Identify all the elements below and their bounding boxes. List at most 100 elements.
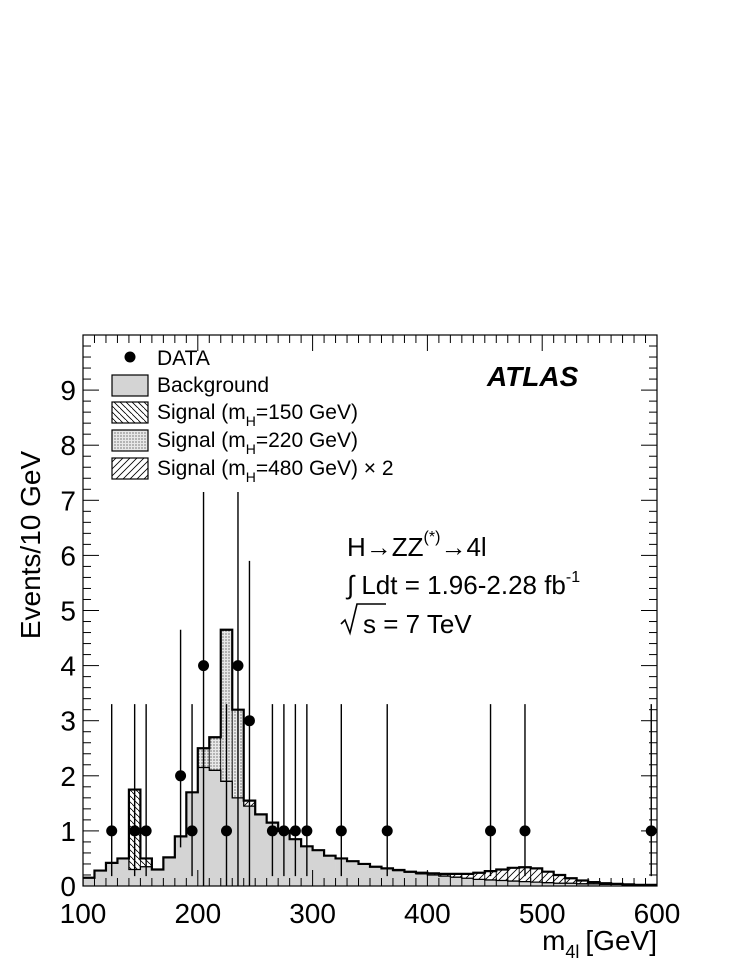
- background-bin: [404, 872, 417, 886]
- background-bin: [370, 866, 382, 886]
- data-point: [198, 492, 210, 886]
- x-tick-label: 400: [404, 898, 451, 929]
- experiment-label: ATLAS: [486, 361, 579, 392]
- y-tick-label: 3: [60, 706, 76, 737]
- x-tick-label: 500: [519, 898, 566, 929]
- background-bin: [324, 855, 336, 886]
- data-marker: [266, 825, 278, 837]
- legend-entry-signal-150: Signal (mH=150 GeV): [111, 401, 358, 429]
- legend-data-label: DATA: [157, 347, 210, 370]
- data-point: [519, 704, 531, 877]
- background-bin: [519, 881, 532, 886]
- axis-ticks: [82, 334, 658, 887]
- data-point: [335, 704, 347, 877]
- background-bin: [438, 876, 451, 886]
- legend-entry-signal-220: Signal (mH=220 GeV): [111, 429, 358, 457]
- background-bin: [381, 868, 394, 886]
- legend-background-label: Background: [157, 374, 269, 397]
- y-tick-label: 0: [60, 871, 76, 902]
- total-stack-outline: [83, 628, 657, 886]
- data-points-layer: [106, 492, 657, 886]
- background-bin: [565, 883, 577, 886]
- x-tick-label: 600: [634, 898, 681, 929]
- background-bin: [415, 873, 428, 886]
- background-layer: [83, 767, 657, 886]
- data-marker: [129, 825, 141, 837]
- data-point: [381, 704, 393, 877]
- data-marker: [243, 715, 255, 727]
- data-marker: [381, 825, 393, 837]
- data-marker: [289, 825, 301, 837]
- background-bin: [611, 884, 623, 886]
- background-bin: [450, 877, 463, 886]
- legend-entry-signal-480: Signal (mH=480 GeV) × 2: [111, 457, 394, 485]
- axis-tick-labels: 100 200 300 400 500 600 0 1 2 3 4 5 6 7 8 9: [60, 375, 681, 929]
- data-point: [106, 704, 118, 877]
- data-marker: [232, 660, 244, 672]
- data-marker: [186, 825, 198, 837]
- signal-bin: [495, 869, 509, 881]
- stack-outline-layer: [83, 628, 657, 886]
- luminosity-label: ∫ Ldt = 1.96-2.28 fb-1: [345, 569, 580, 600]
- data-marker: [140, 825, 152, 837]
- background-bin: [83, 877, 95, 886]
- sqrt-symbol: [340, 603, 386, 636]
- background-bin: [576, 883, 589, 886]
- signal-bin: [530, 867, 543, 883]
- data-point: [129, 704, 141, 877]
- legend-signal-480-label: Signal (mH=480 GeV) × 2: [157, 457, 394, 485]
- background-bin: [473, 879, 486, 886]
- background-bin: [542, 882, 554, 886]
- legend-signal-480-swatch: [111, 457, 149, 480]
- legend-background-swatch: [111, 374, 149, 397]
- data-point: [301, 704, 313, 877]
- background-bin: [427, 874, 440, 886]
- energy-text: s = 7 TeV: [363, 609, 472, 639]
- y-tick-label: 1: [60, 816, 76, 847]
- background-bin: [117, 858, 130, 886]
- signal-bin: [541, 871, 555, 884]
- background-bin: [484, 879, 497, 886]
- background-bin: [599, 884, 612, 886]
- x-tick-label: 300: [289, 898, 336, 929]
- data-point: [278, 704, 290, 877]
- background-bin: [151, 869, 164, 886]
- legend-signal-150-swatch: [111, 401, 149, 424]
- background-bin: [128, 869, 141, 886]
- y-axis-label: Events/10 GeV: [15, 451, 46, 640]
- y-tick-label: 7: [60, 485, 76, 516]
- background-bin: [530, 882, 543, 886]
- legend: DATA Background Signal (mH=150 GeV) Sign…: [111, 347, 394, 485]
- signal-bin: [553, 874, 566, 884]
- data-marker: [278, 825, 290, 837]
- data-marker: [335, 825, 347, 837]
- data-point: [266, 704, 278, 877]
- legend-data-marker: [124, 351, 136, 363]
- background-bin: [392, 870, 405, 886]
- y-tick-label: 8: [60, 430, 76, 461]
- data-point: [289, 704, 301, 877]
- y-tick-label: 5: [60, 596, 76, 627]
- data-marker: [221, 825, 232, 837]
- data-point: [175, 629, 187, 848]
- x-axis-label: m4l [GeV]: [542, 925, 657, 962]
- energy-label: s = 7 TeV: [340, 603, 472, 639]
- background-bin: [140, 866, 153, 886]
- x-tick-label: 200: [174, 898, 221, 929]
- background-bin: [358, 863, 371, 886]
- y-tick-label: 9: [60, 375, 76, 406]
- process-label: H→ZZ(*)→4l: [347, 529, 487, 562]
- data-point: [232, 492, 244, 886]
- data-point: [645, 704, 657, 877]
- legend-signal-150-label: Signal (mH=150 GeV): [157, 401, 358, 429]
- x-tick-label: 100: [60, 898, 107, 929]
- background-bin: [209, 770, 222, 886]
- background-bin: [496, 880, 509, 886]
- data-point: [221, 704, 232, 886]
- legend-signal-220-swatch: [111, 429, 149, 452]
- legend-entry-data: DATA: [124, 347, 210, 370]
- data-point: [186, 704, 198, 877]
- legend-signal-220-label: Signal (mH=220 GeV): [157, 429, 358, 457]
- data-marker: [106, 825, 118, 837]
